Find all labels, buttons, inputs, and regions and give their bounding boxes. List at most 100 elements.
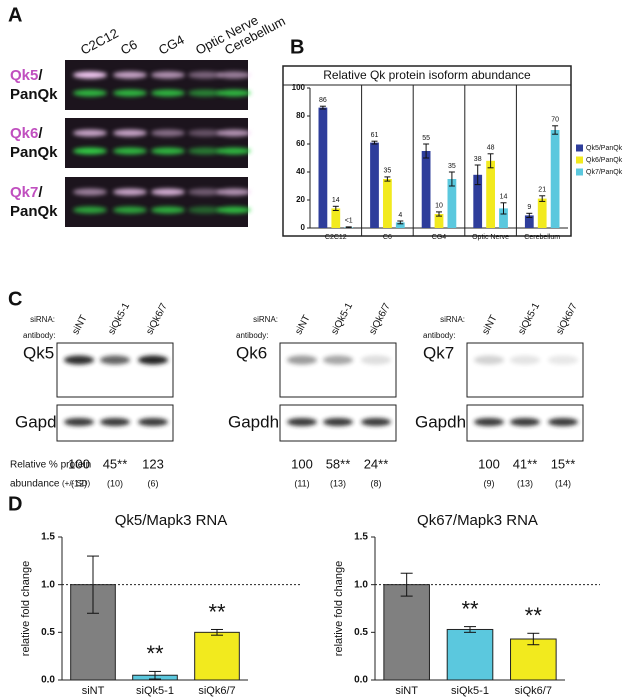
abundance-value: 45**	[103, 456, 128, 471]
row-label: abundance	[10, 479, 60, 490]
bar	[434, 214, 444, 228]
blot-band	[217, 71, 251, 79]
blot-band	[113, 147, 147, 155]
row-label: Relative % protein	[10, 460, 91, 471]
panel-label: B	[290, 36, 304, 58]
antibody-label: antibody:	[23, 331, 55, 340]
bar	[486, 160, 495, 228]
isoform: Qk6	[10, 125, 38, 142]
blot-label: Qk7/	[10, 184, 43, 201]
blot-band	[113, 89, 147, 97]
abundance-sd: (10)	[107, 478, 123, 488]
value-label: 21	[538, 187, 546, 194]
y-tick-label: 0.0	[41, 675, 55, 686]
blot-band	[188, 129, 222, 137]
blot	[65, 60, 248, 110]
target-label: Qk7	[423, 343, 454, 362]
x-tick-label: siNT	[395, 685, 418, 697]
chart-title: Qk67/Mapk3 RNA	[417, 512, 538, 529]
blot	[65, 118, 248, 168]
abundance-sd: (13)	[330, 478, 346, 488]
blot-band	[113, 206, 147, 214]
bar	[473, 174, 483, 228]
bar	[447, 179, 457, 228]
bar	[331, 208, 341, 228]
abundance-value: 100	[291, 456, 313, 471]
blot-band	[113, 129, 147, 137]
blot-band	[64, 355, 94, 365]
blot-label: Qk6/	[10, 125, 43, 142]
x-tick-label: Optic Nerve	[472, 234, 509, 241]
abundance-sd: (6)	[148, 478, 159, 488]
bar	[395, 222, 405, 228]
blot-band	[73, 206, 107, 214]
y-tick-label: 0.0	[354, 675, 368, 686]
slash: /	[38, 125, 43, 142]
y-tick-label: 1.5	[354, 532, 368, 543]
blot-band	[73, 147, 107, 155]
lane-label: siQk5-1	[106, 301, 132, 337]
legend-swatch	[576, 156, 583, 164]
y-tick-label: 0	[301, 223, 306, 232]
y-tick-label: 1.5	[41, 532, 55, 543]
panel-label: C	[8, 288, 22, 310]
x-tick-label: siQk6/7	[198, 685, 235, 697]
loading-label: Gapdh	[415, 412, 466, 431]
lane-label: siQk5-1	[516, 301, 542, 337]
bar	[421, 151, 431, 228]
isoform: Qk7	[10, 184, 38, 201]
blot-band	[151, 188, 185, 196]
y-axis-label: relative fold change	[333, 561, 345, 656]
lane-label: C2C12	[78, 25, 121, 57]
y-tick-label: 40	[296, 167, 305, 176]
value-label: 14	[500, 194, 508, 201]
blot-band	[73, 71, 107, 79]
value-label: 38	[474, 156, 482, 163]
value-label: 48	[487, 145, 495, 152]
bar	[537, 198, 547, 228]
blot-band	[217, 188, 251, 196]
bar	[383, 179, 392, 228]
blot-band	[73, 89, 107, 97]
y-tick-label: 100	[292, 83, 306, 92]
y-axis-label: relative fold change	[20, 561, 32, 656]
slash: /	[38, 184, 43, 201]
abundance-value: 24**	[364, 456, 389, 471]
x-tick-label: Cerebellum	[524, 234, 560, 241]
blot-band	[548, 355, 578, 365]
bar	[383, 584, 430, 681]
significance: **	[146, 641, 164, 666]
bar	[550, 130, 560, 228]
significance: **	[208, 599, 226, 624]
blot-band	[510, 355, 540, 365]
lane-label: CG4	[156, 32, 187, 58]
blot-band	[113, 188, 147, 196]
significance: **	[525, 603, 543, 628]
blot-band	[100, 355, 130, 365]
blot-band	[217, 147, 251, 155]
significance: **	[461, 596, 479, 621]
blot-band	[217, 89, 251, 97]
lane-label: siQk6/7	[554, 301, 580, 336]
blot-label: Qk5/	[10, 67, 43, 84]
legend-label: Qk5/PanQk	[586, 145, 623, 152]
loading-label: Gapdh	[15, 412, 66, 431]
abundance-value: 58**	[326, 456, 351, 471]
y-tick-label: 60	[296, 139, 305, 148]
x-tick-label: siQk5-1	[136, 685, 174, 697]
y-tick-label: 20	[296, 195, 305, 204]
blot-band	[73, 188, 107, 196]
sirna-label: siRNA:	[253, 315, 278, 324]
blot-band	[474, 418, 504, 426]
lane-label: siQk5-1	[329, 301, 355, 337]
bar	[318, 107, 328, 228]
antibody-label: antibody:	[236, 331, 268, 340]
sirna-label: siRNA:	[30, 315, 55, 324]
panel-label: D	[8, 493, 22, 515]
y-tick-label: 0.5	[354, 627, 368, 638]
isoform: Qk5	[10, 67, 38, 84]
lane-label: siNT	[70, 313, 89, 336]
abundance-value: 123	[142, 456, 164, 471]
abundance-value: 100	[478, 456, 500, 471]
x-tick-label: siQk6/7	[515, 685, 552, 697]
